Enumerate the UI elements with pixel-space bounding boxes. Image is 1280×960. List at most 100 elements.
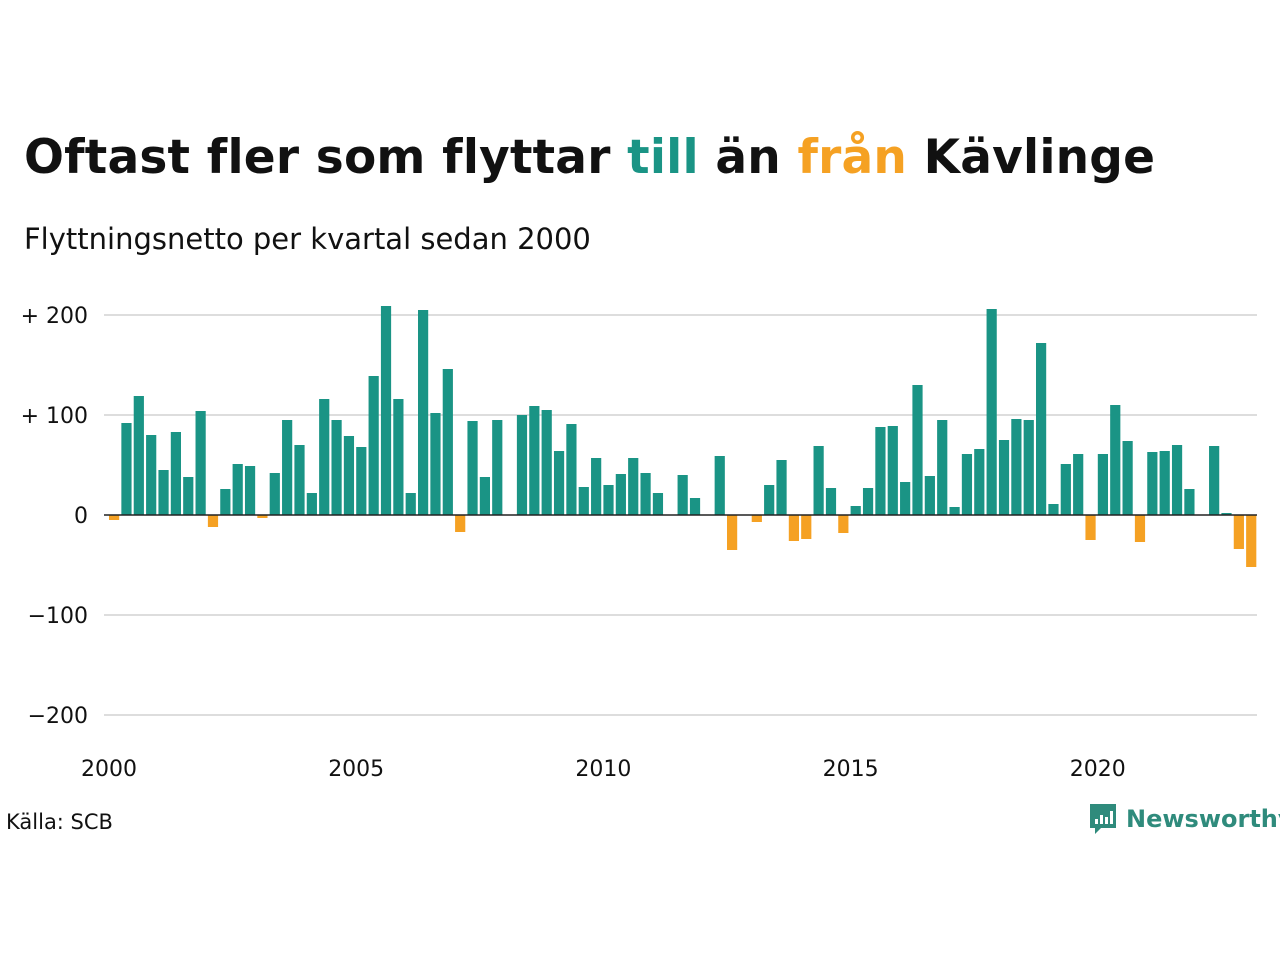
bar	[170, 432, 181, 515]
title-part-5: Kävlinge	[907, 130, 1156, 185]
bar	[541, 410, 552, 515]
bar	[146, 435, 157, 515]
bar	[393, 399, 404, 515]
bar	[269, 473, 280, 515]
bar	[207, 515, 219, 527]
bar	[912, 385, 923, 515]
bar	[257, 515, 268, 518]
bar	[1048, 504, 1059, 515]
bar	[1073, 454, 1084, 515]
bar	[158, 470, 169, 515]
bar	[442, 369, 453, 515]
bar	[764, 485, 775, 515]
chart-subtitle: Flyttningsnetto per kvartal sedan 2000	[24, 222, 591, 256]
bar	[553, 451, 565, 515]
bar	[566, 424, 577, 515]
bar	[1085, 515, 1096, 540]
bar	[1023, 420, 1034, 515]
y-tick-label: + 200	[21, 304, 88, 329]
bar	[591, 458, 602, 515]
y-tick-label: 0	[74, 504, 88, 529]
bar	[788, 515, 799, 541]
bar	[1221, 513, 1232, 515]
bar	[603, 485, 614, 515]
bar	[875, 427, 886, 515]
bar	[319, 399, 330, 515]
bar	[455, 515, 466, 532]
bar	[121, 423, 132, 515]
bar	[282, 420, 293, 515]
x-tick-label: 2000	[81, 757, 137, 782]
bar	[862, 488, 874, 515]
y-tick-label: −100	[28, 604, 88, 629]
bar	[220, 489, 231, 515]
x-tick-label: 2010	[575, 757, 631, 782]
bar	[1246, 515, 1257, 567]
bar	[294, 445, 305, 515]
title-part-1: Oftast fler som flyttar	[24, 130, 628, 185]
bar	[838, 515, 849, 533]
bar	[479, 477, 490, 515]
bar	[331, 420, 342, 515]
bar	[937, 420, 948, 515]
bar	[961, 454, 973, 515]
bar	[677, 475, 688, 515]
bar	[1060, 464, 1071, 515]
bar	[825, 488, 837, 515]
brand-name: Newsworthy	[1126, 805, 1280, 833]
bar	[492, 420, 503, 515]
bar	[578, 487, 589, 515]
bar	[1159, 451, 1170, 515]
bar	[1036, 343, 1047, 515]
bar	[183, 477, 194, 515]
bar	[714, 456, 725, 515]
bar	[1171, 445, 1183, 515]
bar	[1097, 454, 1108, 515]
bar	[900, 482, 911, 515]
bar	[640, 473, 651, 515]
bar	[306, 493, 317, 515]
bar	[467, 421, 478, 515]
bar	[368, 376, 379, 515]
bar	[418, 310, 429, 515]
bar	[801, 515, 812, 539]
bar	[356, 447, 367, 515]
bar	[924, 476, 935, 515]
title-part-3: än	[698, 130, 798, 185]
bar	[776, 460, 787, 515]
title-word-fran: från	[797, 130, 908, 185]
x-tick-label: 2005	[328, 757, 384, 782]
bar	[1209, 446, 1220, 515]
x-tick-label: 2020	[1070, 757, 1126, 782]
y-tick-label: −200	[28, 704, 88, 729]
newsworthy-logo-icon	[1090, 804, 1116, 834]
bar	[380, 306, 392, 515]
bar	[405, 493, 416, 515]
bar	[751, 515, 762, 522]
bar	[850, 506, 861, 515]
bar	[1184, 489, 1195, 515]
bar	[949, 507, 960, 515]
bar	[1134, 515, 1146, 542]
bar	[109, 515, 120, 520]
bar	[343, 436, 355, 515]
bar	[986, 309, 997, 515]
bar	[133, 396, 144, 515]
chart-title: Oftast fler som flyttar till än från Käv…	[24, 130, 1155, 185]
bar	[727, 515, 738, 550]
bar-layer	[109, 306, 1257, 567]
bar	[195, 411, 206, 515]
bar	[615, 474, 626, 515]
bar	[1122, 441, 1133, 515]
bar	[628, 458, 639, 515]
x-tick-label: 2015	[823, 757, 879, 782]
source-note: Källa: SCB	[6, 810, 113, 834]
bar	[974, 449, 985, 515]
axis-layer: + 200 + 100 0 −100 −200 2000 2005 2010 2015 2020	[21, 304, 1257, 782]
bar	[244, 466, 256, 515]
title-word-till: till	[627, 130, 699, 185]
bar	[998, 440, 1010, 515]
bar	[1147, 452, 1158, 515]
bar	[430, 413, 441, 515]
